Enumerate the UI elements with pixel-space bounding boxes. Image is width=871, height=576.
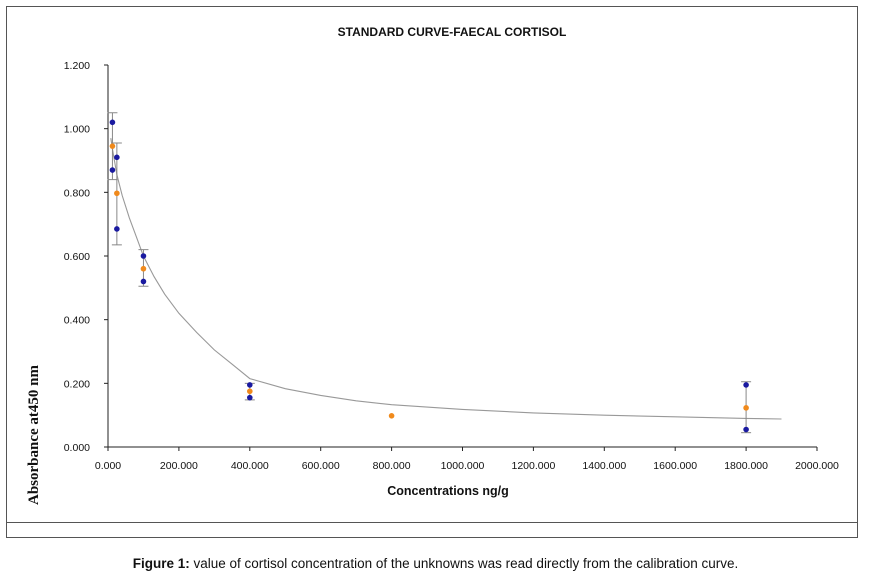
standard-curve-chart: STANDARD CURVE-FAECAL CORTISOL 0.000 0.20…: [26, 25, 839, 506]
figure-caption: Figure 1: value of cortisol concentratio…: [0, 556, 871, 571]
x-tick-label: 200.000: [160, 460, 198, 472]
replicate-point: [140, 253, 147, 259]
replicate-point: [114, 226, 120, 232]
x-tick-label: 800.000: [373, 460, 411, 472]
y-axis-label: Absorbance at450 nm: [26, 365, 42, 506]
x-tick-label: 600.000: [302, 460, 340, 472]
x-tick-label: 0.000: [95, 460, 121, 472]
x-tick-label: 1400.000: [582, 460, 626, 472]
frame-divider: [6, 522, 858, 523]
fit-curve: [110, 138, 782, 420]
x-tick-label: 2000.000: [795, 460, 839, 472]
mean-point: [743, 405, 749, 411]
caption-text: value of cortisol concentration of the u…: [189, 556, 739, 571]
x-tick-label: 1200.000: [512, 460, 556, 472]
y-tick-label: 0.800: [64, 187, 90, 199]
mean-point: [388, 413, 395, 419]
y-tick-label: 0.400: [64, 315, 90, 327]
caption-lead: Figure 1:: [132, 556, 190, 571]
replicate-point: [743, 382, 749, 388]
x-tick-label: 400.000: [231, 460, 269, 472]
y-tick-label: 1.000: [64, 124, 90, 136]
replicate-point: [247, 382, 253, 388]
axes: 0.000 0.200 0.400 0.600 0.800 1.000 1.200 0.000…: [64, 60, 839, 472]
fit-curve-line: [110, 138, 782, 420]
mean-point: [114, 190, 120, 197]
replicate-point: [743, 426, 749, 433]
mean-point: [140, 265, 147, 272]
figure-frame: [6, 6, 858, 538]
x-axis-label: Concentrations ng/g: [387, 484, 509, 498]
replicate-point: [140, 278, 147, 285]
y-tick-label: 0.000: [64, 442, 90, 454]
data-points: [109, 119, 749, 433]
error-bars: [107, 112, 752, 434]
replicate-point: [247, 394, 253, 401]
x-tick-label: 1800.000: [724, 460, 768, 472]
y-tick-label: 1.200: [64, 60, 90, 72]
x-tick-label: 1600.000: [653, 460, 697, 472]
chart-title: STANDARD CURVE-FAECAL CORTISOL: [338, 25, 567, 39]
replicate-point: [109, 119, 116, 126]
y-tick-label: 0.600: [64, 251, 90, 263]
replicate-point: [109, 167, 116, 173]
replicate-point: [114, 154, 120, 161]
mean-point: [247, 388, 253, 395]
y-tick-label: 0.200: [64, 378, 90, 390]
mean-point: [109, 143, 116, 149]
x-tick-label: 1000.000: [441, 460, 485, 472]
